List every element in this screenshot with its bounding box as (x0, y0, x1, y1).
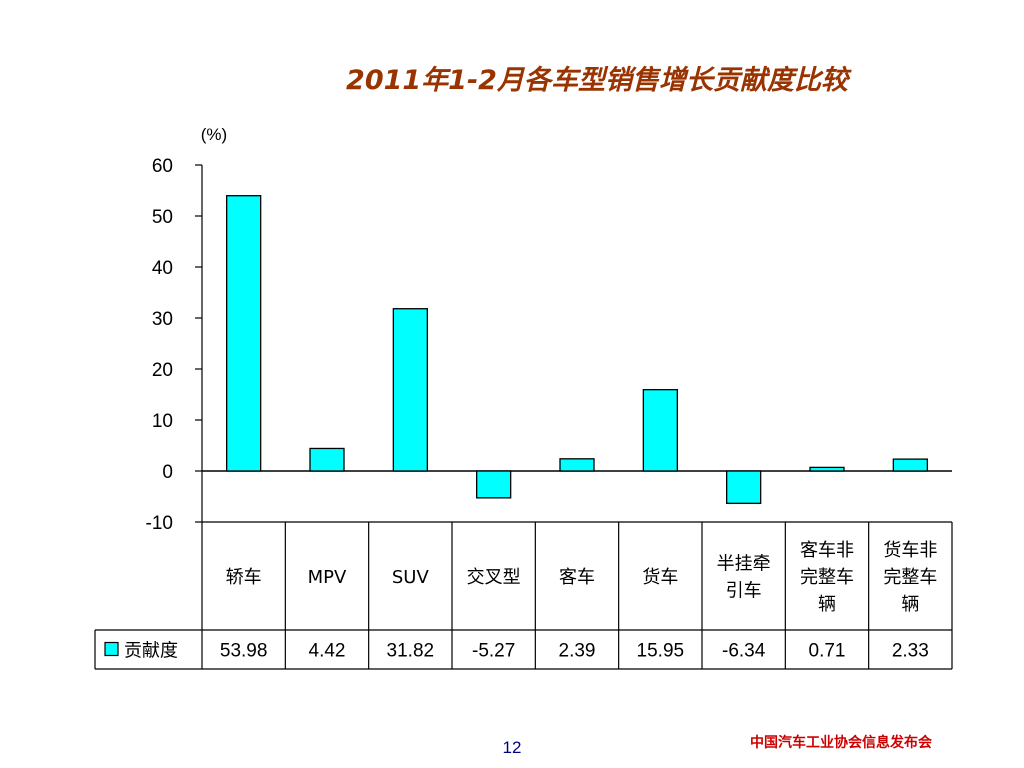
data-value-label: 2.33 (892, 641, 929, 662)
y-tick-label: -10 (146, 513, 173, 534)
y-tick-label: 40 (152, 258, 173, 279)
y-tick-label: 10 (152, 411, 173, 432)
category-label: 客车非 (800, 540, 854, 561)
data-value-label: 53.98 (220, 641, 268, 662)
y-axis-unit-label: (%) (201, 125, 227, 144)
data-value-label: -5.27 (472, 641, 515, 662)
category-label: 半挂牵 (717, 554, 771, 575)
data-value-label: 2.39 (559, 641, 596, 662)
legend-series-name: 贡献度 (124, 641, 178, 662)
y-axis: (%) 60 50 40 30 20 10 0 -10 (146, 125, 952, 534)
bar (559, 458, 595, 472)
bar (309, 447, 345, 472)
bar (809, 466, 845, 472)
data-value-label: 0.71 (809, 641, 846, 662)
bars (226, 195, 928, 504)
category-label: 货车非 (883, 540, 937, 561)
y-tick-label: 30 (152, 309, 173, 330)
category-label: SUV (392, 567, 430, 588)
y-tick-label: 20 (152, 360, 173, 381)
legend-key (104, 641, 119, 657)
category-label: 辆 (818, 594, 836, 615)
category-label: 完整车 (800, 567, 854, 588)
category-label: 客车 (559, 567, 595, 588)
slide-title: 2011年1-2月各车型销售增长贡献度比较 (346, 65, 848, 96)
data-value-label: 31.82 (387, 641, 435, 662)
category-label: 交叉型 (467, 567, 521, 588)
category-label: 轿车 (226, 567, 262, 588)
category-label: 货车 (642, 567, 678, 588)
data-value-label: -6.34 (722, 641, 766, 662)
page-number: 12 (502, 738, 522, 757)
category-label: 引车 (726, 581, 762, 602)
bar (892, 458, 928, 472)
bar (226, 195, 262, 472)
footer-organization: 中国汽车工业协会信息发布会 (750, 735, 932, 751)
y-tick-label: 0 (162, 462, 173, 483)
bar (476, 470, 512, 499)
category-label: 完整车 (883, 567, 937, 588)
y-tick-label: 60 (152, 156, 173, 177)
data-value-label: 4.42 (309, 641, 346, 662)
bar (726, 470, 762, 504)
y-tick-label: 50 (152, 207, 173, 228)
bar (642, 389, 678, 472)
data-value-label: 15.95 (637, 641, 685, 662)
category-label: 辆 (901, 594, 919, 615)
bar (392, 308, 428, 472)
category-label: MPV (308, 567, 347, 588)
